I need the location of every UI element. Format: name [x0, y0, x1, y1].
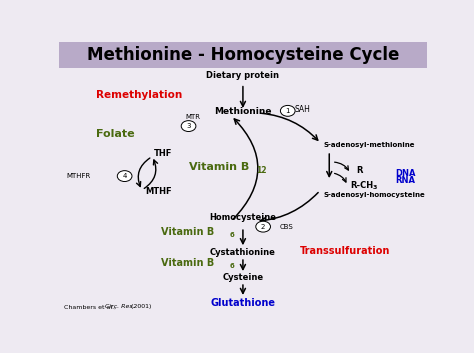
Text: R-CH: R-CH [351, 181, 374, 190]
Text: Transsulfuration: Transsulfuration [300, 246, 390, 256]
Text: 4: 4 [122, 173, 127, 179]
Text: Glutathione: Glutathione [210, 298, 275, 308]
Text: RNA: RNA [395, 176, 415, 185]
Text: 6: 6 [229, 232, 234, 238]
Text: Remethylation: Remethylation [96, 90, 182, 100]
Text: SAH: SAH [294, 105, 310, 114]
Text: MTHFR: MTHFR [66, 173, 91, 179]
Text: Dietary protein: Dietary protein [206, 71, 280, 80]
Text: THF: THF [154, 149, 173, 158]
Text: MTHF: MTHF [146, 187, 172, 196]
Circle shape [256, 221, 271, 232]
Text: DNA: DNA [395, 169, 416, 178]
Text: 3: 3 [186, 123, 191, 129]
Text: MTR: MTR [186, 114, 201, 120]
Text: Folate: Folate [96, 129, 135, 139]
Text: S-adenosyl-homocysteine: S-adenosyl-homocysteine [324, 192, 426, 198]
Text: 2: 2 [261, 224, 265, 230]
Text: Vitamin B: Vitamin B [161, 227, 215, 237]
Text: R: R [356, 166, 363, 175]
Circle shape [181, 121, 196, 132]
Text: 12: 12 [256, 166, 267, 175]
Text: Cysteine: Cysteine [222, 273, 264, 282]
Text: 1: 1 [285, 108, 290, 114]
Text: Chambers et al.,: Chambers et al., [64, 304, 118, 309]
Text: Cystathionine: Cystathionine [210, 248, 276, 257]
Text: Circ. Res.: Circ. Res. [105, 304, 135, 309]
Circle shape [281, 106, 295, 116]
Text: CBS: CBS [280, 224, 293, 230]
Text: Vitamin B: Vitamin B [189, 162, 249, 172]
Text: S-adenosyl-methionine: S-adenosyl-methionine [324, 142, 415, 148]
Text: (2001): (2001) [129, 304, 151, 309]
Text: Methionine - Homocysteine Cycle: Methionine - Homocysteine Cycle [87, 46, 399, 64]
Circle shape [117, 170, 132, 181]
FancyBboxPatch shape [59, 42, 427, 68]
Text: Vitamin B: Vitamin B [161, 258, 215, 268]
Text: Homocysteine: Homocysteine [210, 213, 276, 222]
Text: Methionine: Methionine [214, 107, 272, 116]
Text: 3: 3 [372, 185, 377, 190]
Text: 6: 6 [229, 263, 234, 269]
